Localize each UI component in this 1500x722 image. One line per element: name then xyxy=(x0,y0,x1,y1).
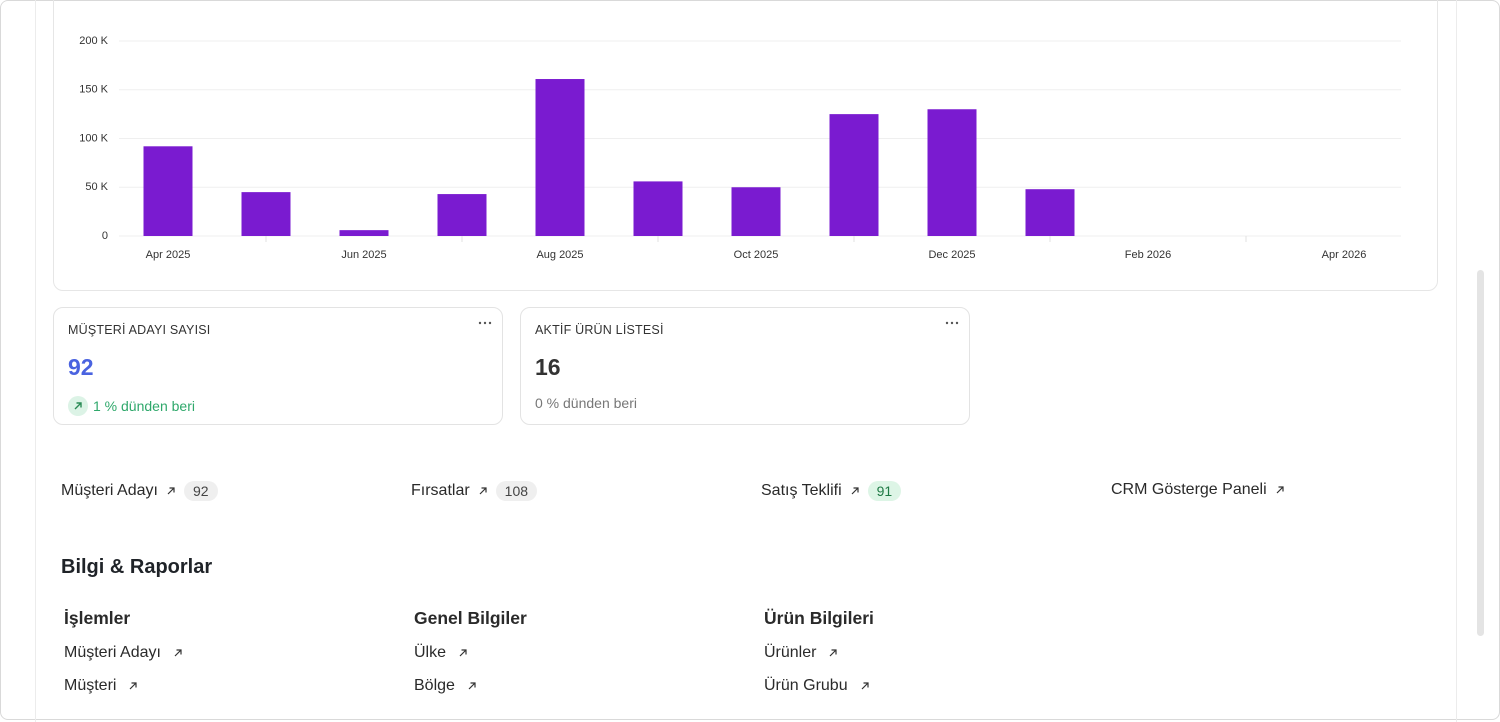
column-title: İşlemler xyxy=(64,608,131,628)
x-tick-label: Jun 2025 xyxy=(341,249,386,261)
metric-card: MÜŞTERİ ADAYI SAYISI 92 1 % dünden beri xyxy=(53,307,503,425)
x-tick-label: Feb 2026 xyxy=(1125,249,1171,261)
bar xyxy=(829,114,879,236)
shortcut-label[interactable]: Satış Teklifi xyxy=(761,482,842,499)
bar xyxy=(437,194,487,236)
link-label[interactable]: Ülke xyxy=(414,643,447,661)
report-link[interactable]: Ürünler xyxy=(764,636,874,669)
report-column: Ürün Bilgileri Ürünler Ürün Grubu xyxy=(764,608,874,702)
x-tick-label: Dec 2025 xyxy=(928,249,975,261)
card-delta: 1 % dünden beri xyxy=(68,396,195,416)
count-badge: 91 xyxy=(867,481,902,501)
x-tick-label: Aug 2025 xyxy=(536,249,583,261)
bar xyxy=(535,79,585,237)
link-label[interactable]: Bölge xyxy=(414,676,455,694)
delta-text: 0 % dünden beri xyxy=(535,395,637,411)
column-title: Genel Bilgiler xyxy=(414,608,527,628)
report-link[interactable]: Ürün Grubu xyxy=(764,669,874,702)
link-label[interactable]: Ürün Grubu xyxy=(764,676,848,694)
link-label[interactable]: Müşteri xyxy=(64,676,117,694)
y-tick-label: 100 K xyxy=(79,132,108,144)
shortcut[interactable]: Fırsatlar 108 xyxy=(411,479,538,503)
count-badge: 92 xyxy=(183,481,218,501)
x-tick-label: Oct 2025 xyxy=(734,249,779,261)
card-title: MÜŞTERİ ADAYI SAYISI xyxy=(68,323,211,337)
report-link[interactable]: Bölge xyxy=(414,669,527,702)
bar xyxy=(927,109,977,236)
x-tick-label: Apr 2026 xyxy=(1322,249,1367,261)
shortcut[interactable]: Satış Teklifi 91 xyxy=(761,479,902,503)
report-column: İşlemler Müşteri Adayı Müşteri xyxy=(64,608,183,702)
y-tick-label: 50 K xyxy=(85,181,108,193)
scrollbar[interactable] xyxy=(1477,270,1484,636)
arrow-icon xyxy=(459,648,467,656)
bar xyxy=(241,192,291,236)
up-icon xyxy=(68,396,88,416)
card-value: 92 xyxy=(68,354,94,380)
bar xyxy=(339,230,389,236)
count-badge: 108 xyxy=(495,481,538,501)
chart-panel xyxy=(53,0,1438,291)
card-delta: 0 % dünden beri xyxy=(535,395,637,411)
menu-icon[interactable] xyxy=(945,320,959,326)
shortcut-label[interactable]: Müşteri Adayı xyxy=(61,482,158,499)
card-title: AKTİF ÜRÜN LİSTESİ xyxy=(535,323,664,337)
report-link[interactable]: Müşteri Adayı xyxy=(64,636,183,669)
arrow-icon xyxy=(830,648,838,656)
shortcut-label[interactable]: Fırsatlar xyxy=(411,482,470,499)
bar xyxy=(1025,189,1075,236)
shortcut-label[interactable]: CRM Gösterge Paneli xyxy=(1111,481,1267,498)
arrow-icon xyxy=(1276,486,1284,494)
arrow-icon xyxy=(851,487,859,495)
bar xyxy=(633,181,683,236)
section-title: Bilgi & Raporlar xyxy=(61,556,213,578)
link-label[interactable]: Ürünler xyxy=(764,643,817,661)
arrow-icon xyxy=(174,648,182,656)
report-column: Genel Bilgiler Ülke Bölge xyxy=(414,608,527,702)
report-link[interactable]: Müşteri xyxy=(64,669,183,702)
report-link[interactable]: Ülke xyxy=(414,636,527,669)
chart: 0 50 K 100 K 150 K 200 K Apr 2025 Jun 2025 Aug … xyxy=(79,35,1401,261)
shortcut[interactable]: Müşteri Adayı 92 xyxy=(61,479,218,503)
card-value: 16 xyxy=(535,354,561,380)
metric-card: AKTİF ÜRÜN LİSTESİ 16 0 % dünden beri xyxy=(520,307,970,425)
arrow-icon xyxy=(479,487,487,495)
x-tick-label: Apr 2025 xyxy=(146,249,191,261)
menu-icon[interactable] xyxy=(478,320,492,326)
column-title: Ürün Bilgileri xyxy=(764,608,874,628)
arrow-icon xyxy=(468,681,476,689)
link-label[interactable]: Müşteri Adayı xyxy=(64,643,161,661)
content-area xyxy=(35,0,1457,722)
y-tick-label: 0 xyxy=(102,230,108,242)
arrow-icon xyxy=(167,487,175,495)
delta-text: 1 % dünden beri xyxy=(93,398,195,414)
bar xyxy=(143,146,193,236)
arrow-icon xyxy=(861,681,869,689)
bar xyxy=(731,187,781,236)
y-tick-label: 200 K xyxy=(79,35,108,47)
arrow-icon xyxy=(130,681,138,689)
shortcut[interactable]: CRM Gösterge Paneli xyxy=(1111,478,1285,502)
y-tick-label: 150 K xyxy=(79,84,108,96)
